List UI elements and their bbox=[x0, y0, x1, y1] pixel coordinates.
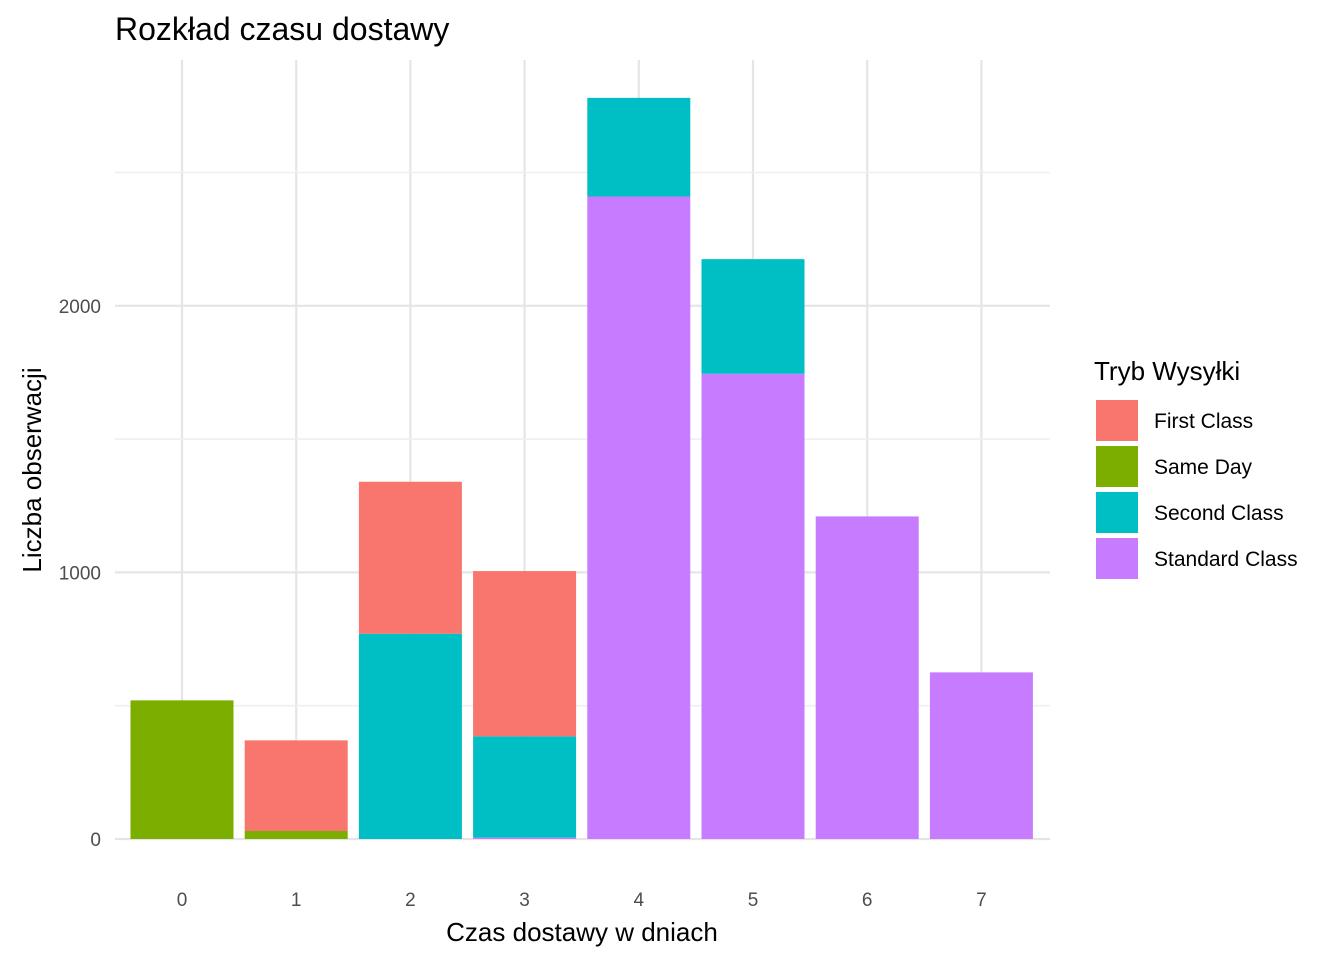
bar-0-same-day bbox=[130, 700, 234, 839]
legend-label-standard-class: Standard Class bbox=[1154, 548, 1298, 571]
x-axis-ticks: 0 1 2 3 4 5 6 7 bbox=[177, 890, 987, 911]
legend-swatch-first-class bbox=[1096, 400, 1138, 441]
x-tick-label-7: 7 bbox=[976, 890, 987, 911]
bar-2-second-class bbox=[358, 633, 462, 839]
x-tick-label-4: 4 bbox=[634, 890, 645, 911]
x-axis-title: Czas dostawy w dniach bbox=[446, 917, 718, 947]
bar-3-first-class bbox=[473, 571, 577, 737]
bar-1-same-day bbox=[244, 831, 348, 839]
legend-swatch-standard-class bbox=[1096, 538, 1138, 579]
legend-label-same-day: Same Day bbox=[1154, 456, 1253, 479]
bar-4-standard-class bbox=[587, 196, 691, 839]
bar-7-standard-class bbox=[929, 672, 1033, 839]
legend-swatch-second-class bbox=[1096, 492, 1138, 533]
bar-3-second-class bbox=[473, 736, 577, 838]
y-axis-title: Liczba obserwacji bbox=[17, 367, 47, 572]
x-tick-label-6: 6 bbox=[862, 890, 873, 911]
y-tick-label-0: 0 bbox=[90, 830, 101, 851]
y-tick-label-1000: 1000 bbox=[59, 563, 101, 584]
x-tick-label-5: 5 bbox=[748, 890, 759, 911]
chart-title: Rozkład czasu dostawy bbox=[115, 11, 449, 47]
bar-1-first-class bbox=[244, 740, 348, 832]
bar-4-second-class bbox=[587, 97, 691, 197]
legend-title: Tryb Wysyłki bbox=[1094, 356, 1240, 386]
x-tick-label-3: 3 bbox=[519, 890, 530, 911]
x-tick-label-0: 0 bbox=[177, 890, 188, 911]
legend: Tryb Wysyłki First Class Same Day Second C… bbox=[1094, 356, 1298, 579]
bar-5-standard-class bbox=[701, 373, 805, 839]
bar-3-standard-class bbox=[473, 837, 577, 839]
bar-2-first-class bbox=[358, 481, 462, 634]
y-axis-ticks: 0 1000 2000 bbox=[59, 297, 101, 851]
x-tick-label-2: 2 bbox=[405, 890, 416, 911]
x-tick-label-1: 1 bbox=[291, 890, 302, 911]
legend-label-first-class: First Class bbox=[1154, 410, 1253, 433]
bars bbox=[130, 97, 1033, 839]
y-tick-label-2000: 2000 bbox=[59, 297, 101, 318]
legend-swatch-same-day bbox=[1096, 446, 1138, 487]
legend-label-second-class: Second Class bbox=[1154, 502, 1284, 525]
bar-5-second-class bbox=[701, 259, 805, 374]
bar-6-standard-class bbox=[815, 516, 919, 839]
